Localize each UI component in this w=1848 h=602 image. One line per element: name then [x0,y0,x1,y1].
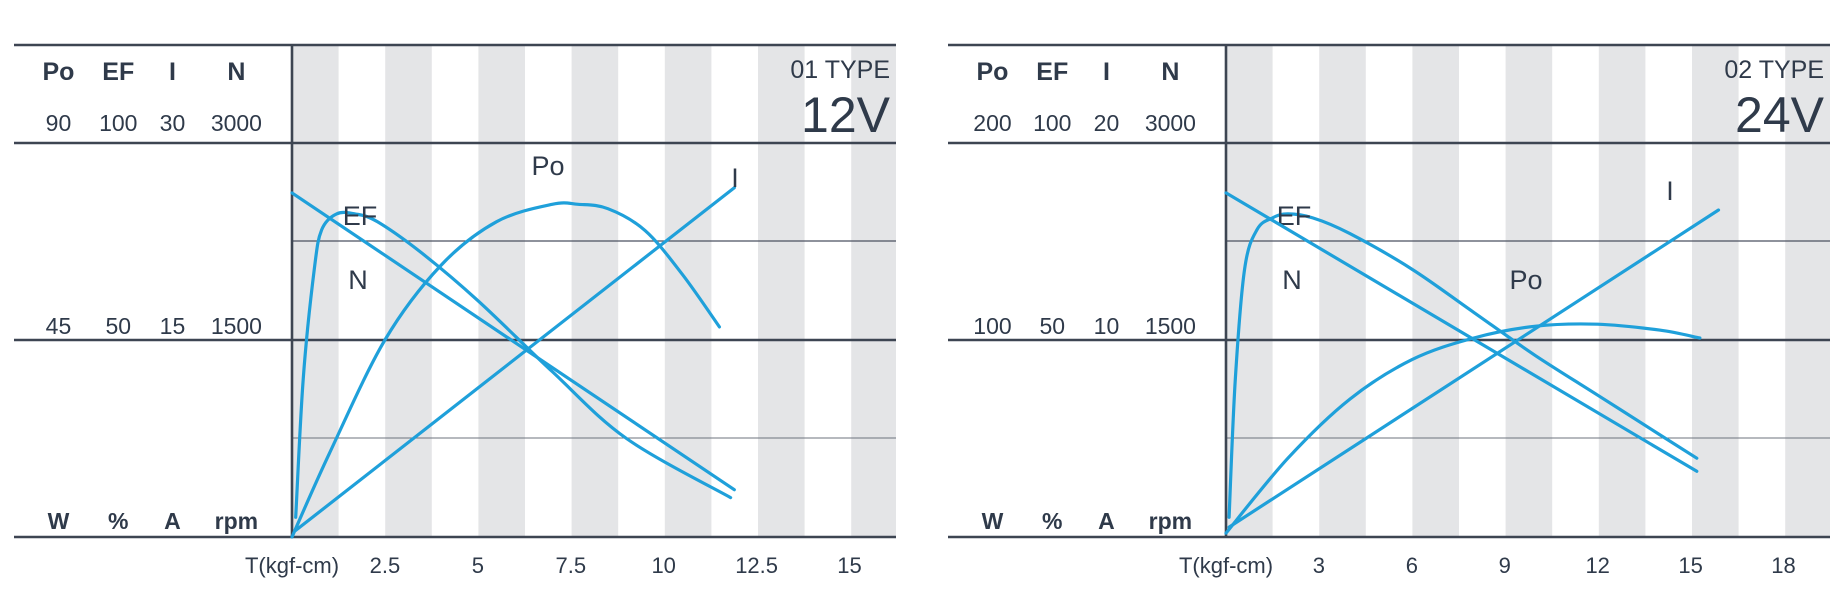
axis-max-ef: 100 [1033,110,1071,136]
series-label-n: N [1282,265,1302,295]
x-axis-label: T(kgf-cm) [1179,553,1273,578]
axis-unit-ef: % [108,508,128,534]
grid-band [1412,45,1459,537]
axis-max-po: 90 [46,110,72,136]
axis-max-i: 30 [160,110,186,136]
series-label-i: I [731,163,739,193]
axis-name-n: N [1161,58,1179,86]
series-line-po [1224,322,1702,535]
axis-unit-i: A [1098,508,1115,534]
x-tick-label: 6 [1406,553,1418,578]
axis-mid-n: 1500 [211,313,262,339]
series-line-ef [1227,212,1699,519]
x-tick-label: 15 [837,553,861,578]
grid-band [478,45,525,537]
grid-band [1785,45,1830,537]
chart-1: Po 90 45 W EF 100 50% I 30 15 A N 3000 1500 rpm 01 TYPE… [14,43,896,578]
type-title: 02 TYPE [1724,56,1824,84]
axis-max-ef: 100 [99,110,137,136]
axis-mid-ef: 50 [1039,313,1065,339]
x-tick-label: 9 [1499,553,1511,578]
x-tick-label: 10 [651,553,675,578]
series-line-i [294,186,736,532]
axis-mid-po: 100 [973,313,1011,339]
axis-name-n: N [227,58,245,86]
axis-unit-n: rpm [215,508,258,534]
axis-name-po: Po [977,58,1009,86]
axis-mid-po: 45 [46,313,72,339]
x-tick-label: 7.5 [555,553,586,578]
grid-band [1692,45,1739,537]
axis-max-n: 3000 [1145,110,1196,136]
axis-name-i: I [1103,58,1110,86]
series-label-n: N [348,265,368,295]
series-line-n [290,191,736,492]
x-tick-label: 5 [472,553,484,578]
series-line-po [290,201,721,539]
series-label-i: I [1666,176,1674,206]
series-line-n [1224,191,1699,473]
x-axis-label: T(kgf-cm) [245,553,339,578]
axis-name-i: I [169,58,176,86]
type-title: 01 TYPE [790,56,890,84]
series-label-po: Po [531,151,564,181]
axis-unit-po: W [48,508,70,534]
grid-band [758,45,805,537]
series-label-po: Po [1509,265,1542,295]
axis-unit-i: A [164,508,181,534]
series-line-i [1227,208,1721,529]
x-tick-label: 12 [1585,553,1609,578]
chart-2: Po 200 100 W EF 100 50% I 20 10 A N 3000 1500 rpm 02 TY… [948,43,1830,578]
grid-band [571,45,619,537]
x-tick-label: 12.5 [735,553,778,578]
grid-band [1226,45,1273,537]
axis-unit-ef: % [1042,508,1062,534]
x-tick-label: 18 [1771,553,1795,578]
x-tick-label: 15 [1678,553,1702,578]
axis-max-i: 20 [1094,110,1120,136]
axis-name-ef: EF [102,58,134,86]
grid-band [664,45,712,537]
axis-mid-ef: 50 [105,313,131,339]
axis-max-po: 200 [973,110,1011,136]
axis-unit-po: W [982,508,1004,534]
axis-mid-n: 1500 [1145,313,1196,339]
axis-max-n: 3000 [211,110,262,136]
axis-name-po: Po [43,58,75,86]
voltage-title: 12V [801,87,891,143]
grid-band [1505,45,1553,537]
voltage-title: 24V [1735,87,1825,143]
series-label-ef: EF [343,201,378,231]
axis-name-ef: EF [1036,58,1068,86]
grid-band [851,45,896,537]
grid-band [385,45,432,537]
x-tick-label: 2.5 [370,553,401,578]
x-tick-label: 3 [1313,553,1325,578]
axis-unit-n: rpm [1149,508,1192,534]
axis-mid-i: 10 [1094,313,1120,339]
series-line-ef [294,210,733,519]
axis-mid-i: 15 [160,313,186,339]
grid-band [1598,45,1646,537]
